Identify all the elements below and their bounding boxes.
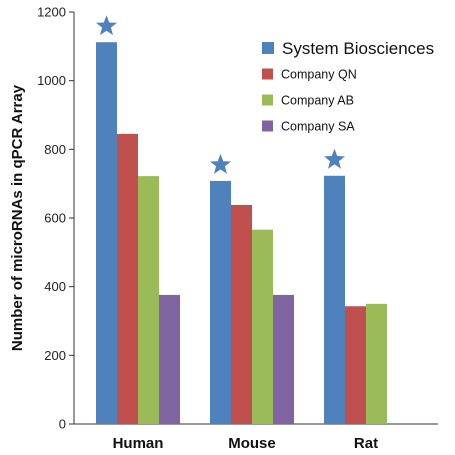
legend-label: Company SA — [281, 120, 355, 134]
y-tick-label: 200 — [44, 348, 66, 363]
bar — [159, 294, 180, 424]
bar — [96, 42, 117, 425]
bar — [117, 133, 138, 424]
bar — [273, 294, 294, 424]
y-tick-label: 0 — [59, 417, 66, 432]
bar — [138, 176, 159, 424]
bar — [252, 229, 273, 424]
x-category-label: Rat — [354, 435, 378, 452]
bar — [210, 180, 231, 424]
legend-swatch — [262, 120, 273, 132]
bar — [366, 303, 387, 424]
bar — [324, 175, 345, 424]
legend-swatch — [262, 42, 274, 54]
y-tick-label: 1200 — [37, 5, 66, 20]
legend-label: Company AB — [281, 94, 354, 108]
plot-area: 0 200 400 600 800 1000 1200 Human Mouse Rat — [37, 5, 438, 452]
x-category-label: Mouse — [228, 435, 276, 452]
bar — [345, 306, 366, 424]
legend-label: Company QN — [281, 68, 357, 82]
y-tick-label: 800 — [44, 142, 66, 157]
legend-label: System Biosciences — [282, 39, 434, 58]
star-icon — [324, 148, 345, 169]
y-tick-label: 1000 — [37, 73, 66, 88]
star-icon — [96, 15, 117, 36]
y-tick-label: 400 — [44, 279, 66, 294]
y-axis-label: Number of microRNAs in qPCR Array — [9, 84, 26, 351]
legend-swatch — [262, 68, 273, 80]
x-category-label: Human — [113, 435, 164, 452]
legend: System Biosciences Company QN Company AB Co… — [262, 39, 434, 134]
bar — [231, 204, 252, 424]
y-tick-label: 600 — [44, 211, 66, 226]
star-icon — [210, 153, 231, 174]
legend-swatch — [262, 94, 273, 106]
